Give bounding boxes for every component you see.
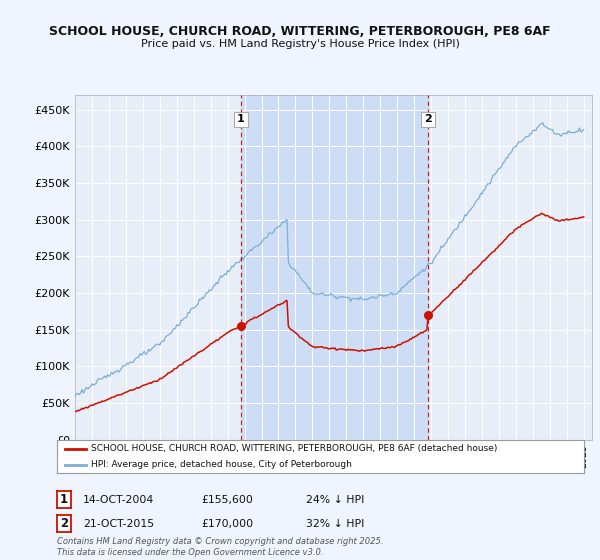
Text: SCHOOL HOUSE, CHURCH ROAD, WITTERING, PETERBOROUGH, PE8 6AF: SCHOOL HOUSE, CHURCH ROAD, WITTERING, PE… — [49, 25, 551, 38]
Text: SCHOOL HOUSE, CHURCH ROAD, WITTERING, PETERBOROUGH, PE8 6AF (detached house): SCHOOL HOUSE, CHURCH ROAD, WITTERING, PE… — [91, 444, 497, 453]
Text: HPI: Average price, detached house, City of Peterborough: HPI: Average price, detached house, City… — [91, 460, 352, 469]
Text: 2: 2 — [424, 114, 432, 124]
Text: £170,000: £170,000 — [201, 519, 253, 529]
Text: 24% ↓ HPI: 24% ↓ HPI — [306, 494, 364, 505]
Text: Contains HM Land Registry data © Crown copyright and database right 2025.
This d: Contains HM Land Registry data © Crown c… — [57, 537, 383, 557]
Bar — [241, 95, 428, 440]
Text: 32% ↓ HPI: 32% ↓ HPI — [306, 519, 364, 529]
Text: 2: 2 — [60, 517, 68, 530]
Text: 14-OCT-2004: 14-OCT-2004 — [83, 494, 154, 505]
Text: 1: 1 — [237, 114, 245, 124]
Text: 21-OCT-2015: 21-OCT-2015 — [83, 519, 154, 529]
Text: £155,600: £155,600 — [201, 494, 253, 505]
Text: Price paid vs. HM Land Registry's House Price Index (HPI): Price paid vs. HM Land Registry's House … — [140, 39, 460, 49]
Text: 1: 1 — [60, 493, 68, 506]
